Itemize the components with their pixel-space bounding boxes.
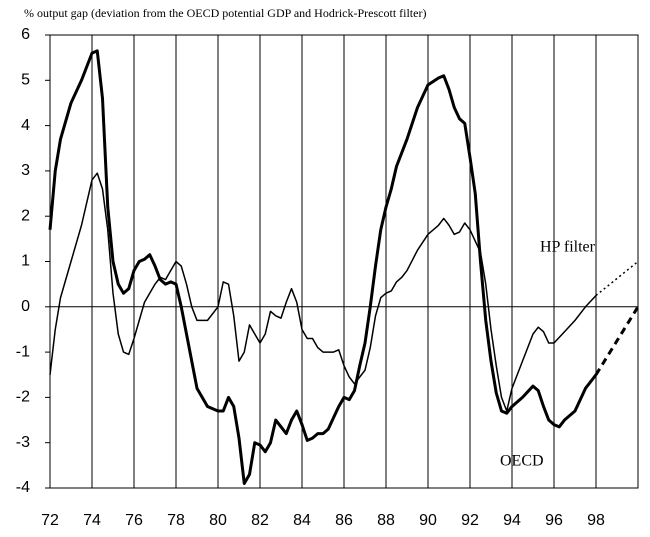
y-tick-label: -2 (16, 389, 30, 406)
x-tick-label: 96 (545, 512, 563, 529)
x-tick-label: 86 (335, 512, 353, 529)
chart-title: % output gap (deviation from the OECD po… (24, 6, 426, 20)
y-tick-label: -1 (16, 343, 30, 360)
x-tick-label: 94 (503, 512, 521, 529)
y-tick-label: -4 (16, 479, 30, 496)
series-label: HP filter (540, 239, 596, 256)
x-tick-label: 72 (41, 512, 59, 529)
x-tick-label: 82 (251, 512, 269, 529)
x-tick-label: 74 (83, 512, 101, 529)
x-tick-label: 88 (377, 512, 395, 529)
series-line (49, 172, 597, 412)
y-tick-label: 6 (21, 26, 30, 43)
x-tick-label: 80 (209, 512, 227, 529)
y-tick-label: 1 (21, 253, 30, 270)
series-line (594, 306, 640, 376)
y-tick-label: 5 (21, 72, 30, 89)
x-tick-label: 78 (167, 512, 185, 529)
y-tick-label: 3 (21, 162, 30, 179)
series-label: OECD (500, 453, 544, 470)
x-tick-label: 84 (293, 512, 311, 529)
y-tick-label: -3 (16, 434, 30, 451)
x-tick-label: 92 (461, 512, 479, 529)
x-tick-label: 98 (587, 512, 605, 529)
x-tick-label: 90 (419, 512, 437, 529)
y-tick-label: 2 (21, 207, 30, 224)
y-tick-label: 4 (21, 117, 30, 134)
x-tick-label: 76 (125, 512, 143, 529)
series-line (595, 260, 639, 297)
y-tick-label: 0 (21, 298, 30, 315)
series-line (48, 49, 598, 485)
